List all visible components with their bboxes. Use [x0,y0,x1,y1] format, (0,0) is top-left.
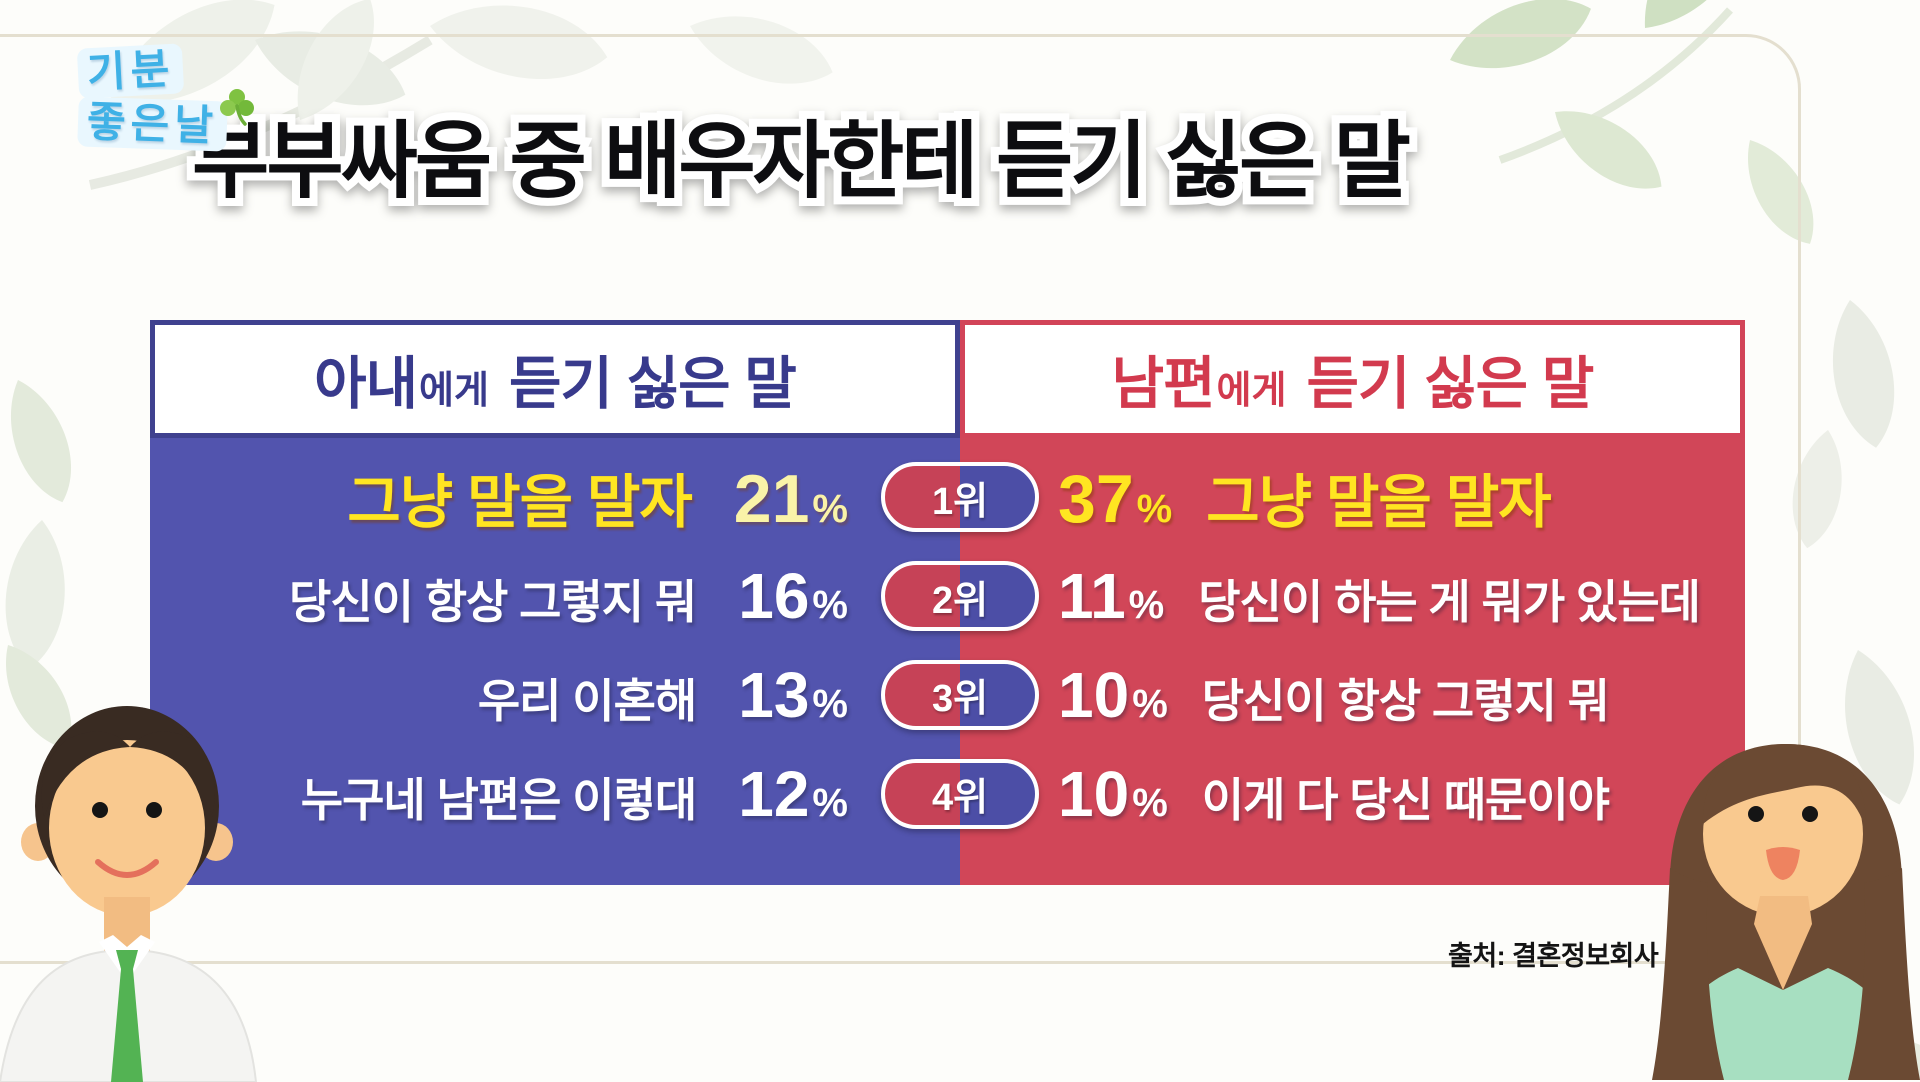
rank-label: 3위 [931,678,989,721]
husband-phrase: 그냥 말을 말자 [1206,470,1551,536]
rank-label: 2위 [931,579,989,622]
rank-label: 4위 [931,777,989,820]
table-row: 누구네 남편은 이렇대 12% 4위 10% 이게 다 당신 때문이야 [150,744,1745,843]
husband-phrase: 당신이 하는 게 뭐가 있는데 [1198,576,1701,629]
husband-cell: 10% 이게 다 당신 때문이야 [960,744,1745,843]
wife-phrase: 당신이 항상 그렇지 뭐 [289,576,697,629]
percent-sign: % [1132,780,1168,825]
husband-header-subject: 남편 [1111,352,1216,416]
wife-percent: 16 [738,560,810,633]
clover-icon [219,89,254,126]
rank-badge: 1위 [881,462,1039,533]
husband-cell: 11% 당신이 하는 게 뭐가 있는데 [960,547,1745,646]
wife-cell: 누구네 남편은 이렇대 12% [150,744,960,843]
table-header-row: 아내 에게 듣기 싫은 말 남편 에게 듣기 싫은 말 [150,320,1745,438]
husband-header-particle: 에게 [1216,370,1287,412]
rank-badge: 4위 [881,758,1039,829]
wife-phrase: 그냥 말을 말자 [347,470,692,536]
husband-phrase: 당신이 항상 그렇지 뭐 [1201,674,1610,727]
husband-header-rest: 듣기 싫은 말 [1306,352,1594,416]
wife-cell: 그냥 말을 말자 21% [150,448,960,547]
page-title-outline: 부부싸움 중 배우자한테 듣기 싫은 말 [184,108,1419,214]
wife-percent: 21 [733,461,810,538]
program-logo: 기분 좋은날 [76,43,254,152]
percent-sign: % [1136,487,1173,532]
rank-badge: 3위 [881,659,1039,730]
husband-column-header: 남편 에게 듣기 싫은 말 [960,320,1745,438]
wife-header-rest: 듣기 싫은 말 [508,352,797,416]
table-body: 그냥 말을 말자 21% 1위 37% 그냥 말을 말자 당신이 항상 그렇지 … [150,438,1745,885]
husband-percent: 11 [1058,560,1126,633]
table-row: 그냥 말을 말자 21% 1위 37% 그냥 말을 말자 [150,448,1745,547]
wife-cell: 당신이 항상 그렇지 뭐 16% [150,547,960,646]
survey-table: 아내 에게 듣기 싫은 말 남편 에게 듣기 싫은 말 그냥 말을 말자 21%… [150,320,1745,885]
wife-phrase: 우리 이혼해 [477,674,697,727]
wife-header-subject: 아내 [314,352,418,416]
table-row: 당신이 항상 그렇지 뭐 16% 2위 11% 당신이 하는 게 뭐가 있는데 [150,547,1745,646]
husband-percent: 10 [1058,757,1130,830]
man-illustration [0,706,258,1082]
husband-cell: 37% 그냥 말을 말자 [960,448,1745,547]
rank-badge: 2위 [881,561,1039,632]
wife-percent: 13 [738,658,810,731]
page-title-text: 부부싸움 중 배우자한테 듣기 싫은 말 [192,114,1411,208]
wife-column-header: 아내 에게 듣기 싫은 말 [150,320,960,438]
rank-label: 1위 [931,480,989,523]
percent-sign: % [1128,583,1165,628]
source-caption: 출처: 결혼정보회사 'ㄷ' [1448,941,1702,971]
table-row: 우리 이혼해 13% 3위 10% 당신이 항상 그렇지 뭐 [150,646,1745,745]
percent-sign: % [812,487,848,532]
husband-percent: 37 [1058,461,1134,538]
percent-sign: % [812,583,848,628]
background-frame [0,34,1801,964]
page-title: 부부싸움 중 배우자한테 듣기 싫은 말 부부싸움 중 배우자한테 듣기 싫은 … [140,108,1460,231]
percent-sign: % [1132,681,1168,726]
logo-line-1: 기분 [76,43,185,99]
wife-percent: 12 [738,757,810,830]
wife-cell: 우리 이혼해 13% [150,646,960,745]
percent-sign: % [812,681,848,726]
logo-line-2: 좋은날 [77,96,228,152]
wife-header-particle: 에게 [419,370,489,412]
husband-phrase: 이게 다 당신 때문이야 [1201,773,1610,826]
husband-cell: 10% 당신이 항상 그렇지 뭐 [960,646,1745,745]
wife-phrase: 누구네 남편은 이렇대 [300,773,697,826]
husband-percent: 10 [1058,658,1130,731]
percent-sign: % [812,780,848,825]
woman-illustration [1652,744,1920,1080]
